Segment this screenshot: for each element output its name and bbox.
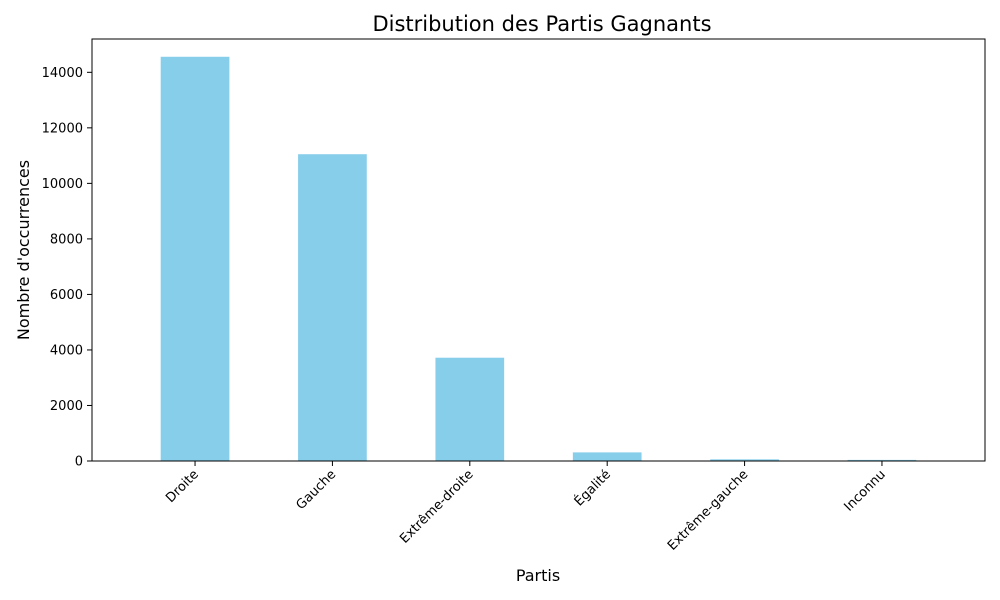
y-axis-ticks: 0 2000 4000 6000 8000 10000 12000 14000 (42, 66, 92, 470)
y-axis-label: Nombre d'occurrences (14, 160, 33, 340)
y-tick-label: 14000 (42, 66, 83, 81)
y-tick-label: 2000 (50, 399, 83, 414)
y-tick-label: 10000 (42, 177, 83, 192)
bar (847, 459, 917, 461)
y-tick-label: 12000 (42, 121, 83, 136)
y-tick-label: 0 (75, 455, 83, 470)
chart-title: Distribution des Partis Gagnants (372, 12, 711, 36)
y-tick-label: 6000 (50, 288, 83, 303)
y-tick-label: 4000 (50, 343, 83, 358)
bar (572, 452, 642, 461)
bar (298, 154, 367, 461)
bars-group (160, 56, 917, 462)
y-tick-label: 8000 (50, 232, 83, 247)
plot-frame (91, 38, 986, 462)
x-axis-label: Partis (516, 566, 560, 585)
bar (710, 459, 779, 461)
bar (435, 357, 505, 461)
bar (160, 56, 230, 462)
